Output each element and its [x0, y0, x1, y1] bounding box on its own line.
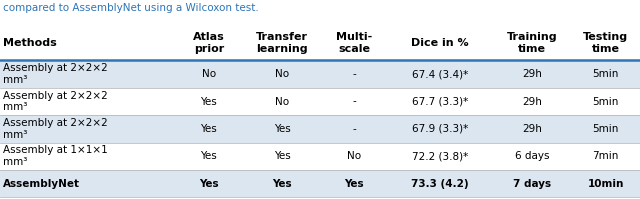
Bar: [175, 142, 243, 170]
Text: Assembly at 1×1×1
mm³: Assembly at 1×1×1 mm³: [3, 145, 108, 167]
Text: 5min: 5min: [593, 69, 619, 79]
Text: 67.4 (3.4)*: 67.4 (3.4)*: [412, 69, 468, 79]
Text: 67.9 (3.3)*: 67.9 (3.3)*: [412, 124, 468, 134]
Bar: [572, 142, 640, 170]
Text: 67.7 (3.3)*: 67.7 (3.3)*: [412, 97, 468, 106]
Bar: [175, 26, 243, 60]
Bar: [243, 142, 322, 170]
Bar: [572, 170, 640, 197]
Text: Multi-
scale: Multi- scale: [336, 32, 372, 54]
Bar: [493, 115, 572, 142]
Bar: [175, 88, 243, 115]
Bar: [322, 170, 387, 197]
Text: 7 days: 7 days: [513, 179, 551, 189]
Text: Training
time: Training time: [507, 32, 557, 54]
Text: Yes: Yes: [274, 124, 291, 134]
Text: 10min: 10min: [588, 179, 624, 189]
Text: Yes: Yes: [199, 179, 219, 189]
Bar: [572, 115, 640, 142]
Bar: [243, 26, 322, 60]
Bar: [0, 88, 175, 115]
Bar: [572, 60, 640, 88]
Text: Assembly at 2×2×2
mm³: Assembly at 2×2×2 mm³: [3, 63, 108, 85]
Bar: [0, 60, 175, 88]
Bar: [243, 115, 322, 142]
Bar: [572, 26, 640, 60]
Text: No: No: [202, 69, 216, 79]
Bar: [387, 26, 493, 60]
Text: Transfer
learning: Transfer learning: [257, 32, 308, 54]
Text: 5min: 5min: [593, 97, 619, 106]
Bar: [493, 170, 572, 197]
Text: Yes: Yes: [200, 124, 217, 134]
Text: Atlas
prior: Atlas prior: [193, 32, 225, 54]
Bar: [387, 115, 493, 142]
Bar: [572, 88, 640, 115]
Text: Assembly at 2×2×2
mm³: Assembly at 2×2×2 mm³: [3, 91, 108, 112]
Bar: [493, 60, 572, 88]
Text: -: -: [353, 97, 356, 106]
Text: Testing
time: Testing time: [583, 32, 628, 54]
Text: Yes: Yes: [200, 151, 217, 161]
Text: 29h: 29h: [522, 69, 542, 79]
Text: 29h: 29h: [522, 124, 542, 134]
Text: Yes: Yes: [274, 151, 291, 161]
Bar: [493, 88, 572, 115]
Bar: [0, 170, 175, 197]
Bar: [493, 26, 572, 60]
Bar: [243, 60, 322, 88]
Text: Assembly at 2×2×2
mm³: Assembly at 2×2×2 mm³: [3, 118, 108, 140]
Bar: [387, 88, 493, 115]
Text: Dice in %: Dice in %: [411, 38, 468, 48]
Bar: [322, 88, 387, 115]
Bar: [0, 142, 175, 170]
Text: compared to AssemblyNet using a Wilcoxon test.: compared to AssemblyNet using a Wilcoxon…: [3, 3, 259, 13]
Text: 72.2 (3.8)*: 72.2 (3.8)*: [412, 151, 468, 161]
Bar: [243, 88, 322, 115]
Bar: [0, 26, 175, 60]
Text: 7min: 7min: [593, 151, 619, 161]
Bar: [175, 170, 243, 197]
Text: -: -: [353, 69, 356, 79]
Text: Yes: Yes: [344, 179, 364, 189]
Bar: [322, 142, 387, 170]
Bar: [387, 142, 493, 170]
Text: No: No: [347, 151, 362, 161]
Text: Yes: Yes: [200, 97, 217, 106]
Bar: [493, 142, 572, 170]
Text: Methods: Methods: [3, 38, 56, 48]
Text: AssemblyNet: AssemblyNet: [3, 179, 79, 189]
Text: 6 days: 6 days: [515, 151, 550, 161]
Bar: [322, 26, 387, 60]
Bar: [175, 60, 243, 88]
Text: 73.3 (4.2): 73.3 (4.2): [411, 179, 468, 189]
Bar: [322, 115, 387, 142]
Bar: [387, 170, 493, 197]
Bar: [322, 60, 387, 88]
Bar: [243, 170, 322, 197]
Text: 29h: 29h: [522, 97, 542, 106]
Text: 5min: 5min: [593, 124, 619, 134]
Text: No: No: [275, 97, 289, 106]
Text: Yes: Yes: [273, 179, 292, 189]
Text: No: No: [275, 69, 289, 79]
Bar: [387, 60, 493, 88]
Bar: [175, 115, 243, 142]
Text: -: -: [353, 124, 356, 134]
Bar: [0, 115, 175, 142]
